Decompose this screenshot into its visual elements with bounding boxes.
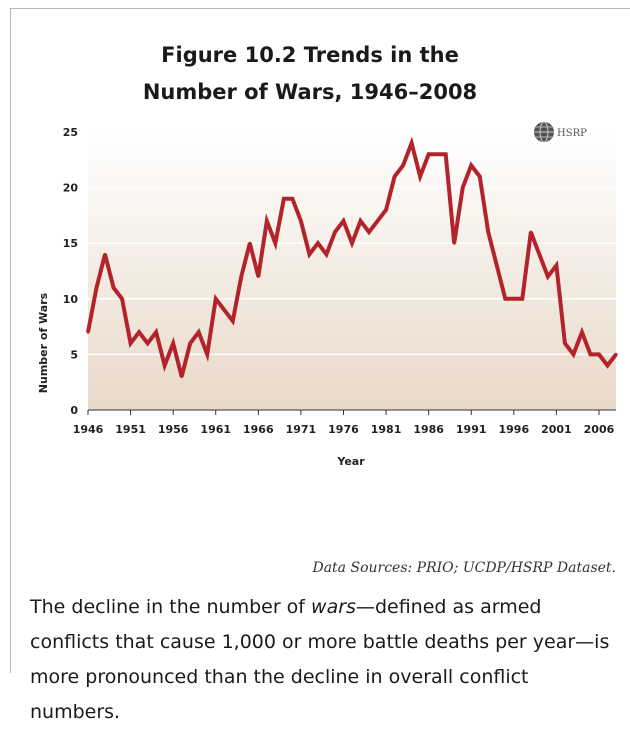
plot-background <box>88 132 616 410</box>
data-point <box>86 330 90 334</box>
data-point <box>554 263 558 267</box>
x-tick-label: 1946 <box>73 423 104 436</box>
x-tick-label: 1956 <box>158 423 189 436</box>
data-point <box>580 330 584 334</box>
data-point <box>546 275 550 279</box>
data-point <box>180 375 184 379</box>
data-point <box>95 286 99 290</box>
caption-emphasis: wars <box>311 596 356 618</box>
data-point <box>605 364 609 368</box>
data-point <box>444 152 448 156</box>
data-point <box>282 197 286 201</box>
data-point <box>163 364 167 368</box>
x-tick-label: 1971 <box>286 423 317 436</box>
figure-caption: The decline in the number of wars—define… <box>30 590 615 730</box>
data-point <box>367 230 371 234</box>
x-tick-label: 2006 <box>584 423 615 436</box>
data-point <box>324 252 328 256</box>
data-point <box>503 297 507 301</box>
data-point <box>410 141 414 145</box>
data-point <box>571 352 575 356</box>
chart-title-line-1: Figure 10.2 Trends in the <box>161 43 459 67</box>
x-tick-label: 1996 <box>498 423 529 436</box>
data-point <box>384 208 388 212</box>
data-point <box>188 341 192 345</box>
data-point <box>341 219 345 223</box>
data-point <box>401 163 405 167</box>
data-point <box>205 352 209 356</box>
chart-title-line-2: Number of Wars, 1946–2008 <box>142 80 478 104</box>
data-point <box>299 219 303 223</box>
data-point <box>614 352 618 356</box>
caption-part-1: The decline in the number of <box>30 596 312 618</box>
y-tick-label: 10 <box>63 293 79 306</box>
data-point <box>588 352 592 356</box>
data-points <box>86 141 618 379</box>
x-tick-label: 1951 <box>115 423 146 436</box>
x-tick-label: 1991 <box>456 423 487 436</box>
data-point <box>418 174 422 178</box>
data-point <box>171 341 175 345</box>
data-point <box>435 152 439 156</box>
x-tick-label: 1976 <box>328 423 359 436</box>
data-point <box>597 352 601 356</box>
data-point <box>248 241 252 245</box>
data-point <box>529 230 533 234</box>
data-point <box>307 252 311 256</box>
data-point <box>512 297 516 301</box>
x-tick-label: 1966 <box>243 423 274 436</box>
data-point <box>214 297 218 301</box>
data-point <box>393 174 397 178</box>
data-point <box>265 219 269 223</box>
x-axis-label: Year <box>336 455 365 468</box>
data-point <box>222 308 226 312</box>
y-tick-label: 0 <box>70 404 78 417</box>
frame-top-border <box>10 8 630 9</box>
x-tick-label: 2001 <box>541 423 572 436</box>
data-sources: Data Sources: PRIO; UCDP/HSRP Dataset. <box>312 560 616 576</box>
data-point <box>120 297 124 301</box>
data-point <box>103 252 107 256</box>
data-point <box>427 152 431 156</box>
data-point <box>537 252 541 256</box>
data-point <box>486 230 490 234</box>
data-point <box>290 197 294 201</box>
y-tick-label: 5 <box>70 348 78 361</box>
y-tick-label: 20 <box>63 182 79 195</box>
data-point <box>461 186 465 190</box>
data-point <box>452 241 456 245</box>
data-point <box>256 275 260 279</box>
y-tick-label: 25 <box>63 126 78 139</box>
data-point <box>137 330 141 334</box>
data-point <box>197 330 201 334</box>
x-tick-label: 1986 <box>413 423 444 436</box>
data-point <box>273 241 277 245</box>
tick-labels: 0 5 10 15 20 25 1946 1951 1956 1961 1966 1971 1976 19… <box>63 126 615 436</box>
data-point <box>333 230 337 234</box>
data-point <box>359 219 363 223</box>
data-point <box>129 341 133 345</box>
x-tick-label: 1981 <box>371 423 402 436</box>
data-point <box>316 241 320 245</box>
data-point <box>520 297 524 301</box>
data-point <box>563 341 567 345</box>
x-tick-label: 1961 <box>200 423 231 436</box>
data-point <box>376 219 380 223</box>
y-axis-label: Number of Wars <box>37 292 50 393</box>
hsrp-logo: HSRP <box>534 121 587 143</box>
data-point <box>469 163 473 167</box>
axes <box>87 409 616 415</box>
frame-left-border <box>10 8 11 673</box>
data-point <box>146 341 150 345</box>
data-point <box>231 319 235 323</box>
line-chart: 0 5 10 15 20 25 1946 1951 1956 1961 1966 1971 1976 19… <box>37 121 618 468</box>
data-point <box>154 330 158 334</box>
data-point <box>350 241 354 245</box>
logo-text: HSRP <box>557 128 587 139</box>
data-point <box>495 263 499 267</box>
y-tick-label: 15 <box>63 237 78 250</box>
data-point <box>478 174 482 178</box>
data-point <box>239 275 243 279</box>
data-point <box>112 286 116 290</box>
